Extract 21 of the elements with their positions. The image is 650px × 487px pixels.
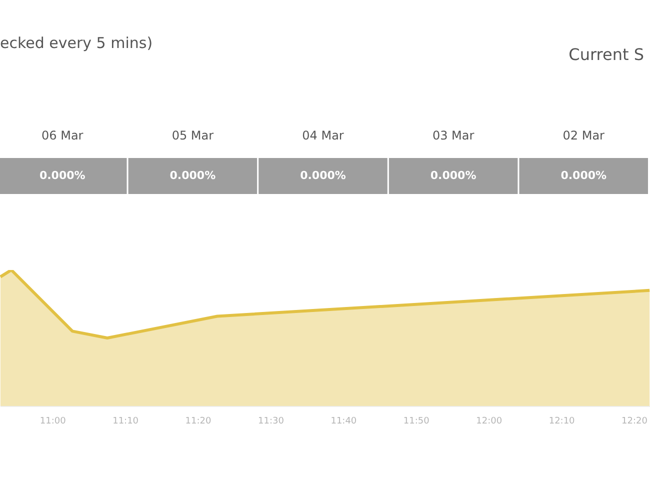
data-label: 0.000%: [39, 169, 86, 182]
text: Current S: [568, 45, 644, 64]
x-tick-label: 05 Mar: [172, 128, 214, 142]
x-tick-label: 02 Mar: [562, 128, 605, 142]
x-tick-label: 11:40: [330, 416, 357, 426]
x-tick-label: 11:00: [40, 416, 66, 426]
data-label: 0.000%: [560, 169, 607, 182]
x-tick-label: 04 Mar: [302, 128, 344, 142]
x-tick-label: 11:50: [403, 416, 430, 426]
x-tick-label: 12:10: [548, 416, 576, 426]
x-tick-label: 12:00: [476, 416, 502, 426]
data-label: 0.000%: [430, 169, 476, 182]
x-tick-label: 03 Mar: [432, 128, 474, 142]
x-tick-label: 11:20: [185, 416, 212, 426]
x-tick-label: 06 Mar: [42, 128, 84, 142]
x-tick-label: 11:30: [258, 416, 284, 426]
x-tick-label: 11:10: [112, 416, 139, 426]
chart-title: ecked every 5 mins): [0, 34, 153, 52]
x-tick-label: 12:20: [622, 416, 648, 426]
data-label: 0.000%: [170, 169, 216, 182]
data-label: 0.000%: [300, 169, 346, 182]
